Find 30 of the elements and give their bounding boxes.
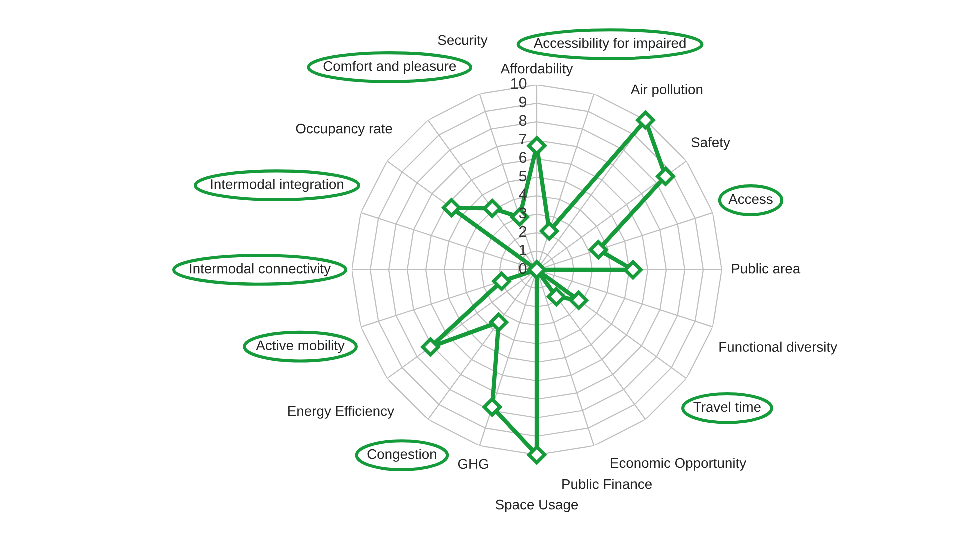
spoke-label: Air pollution (630, 84, 703, 98)
y-tick-label: 0 (519, 263, 527, 274)
spoke-label: Public Finance (562, 479, 652, 490)
y-tick-label: 7 (520, 134, 527, 144)
spoke-label: Safety (692, 137, 730, 150)
spoke-label: Congestion (368, 449, 436, 462)
spoke-label: Access (728, 194, 773, 204)
y-tick-label: 6 (520, 152, 527, 164)
y-tick-label: 10 (511, 78, 527, 90)
spoke-label: GHG (458, 459, 488, 470)
spoke-label: Energy Efficiency (288, 406, 394, 419)
spoke-label: Travel time (694, 402, 761, 412)
spoke-label: Security (438, 35, 488, 48)
y-tick-label: 4 (519, 189, 527, 200)
spoke-label: Public area (732, 264, 801, 274)
y-tick-label: 2 (520, 226, 527, 237)
y-tick-label: 9 (520, 96, 527, 108)
spoke-label: Occupancy rate (296, 124, 392, 136)
y-tick-label: 5 (519, 170, 527, 182)
spoke-label: Functional diversity (720, 342, 838, 355)
spoke-label: Active mobility (256, 340, 345, 354)
spoke-label: Economic Opportunity (611, 458, 747, 471)
spoke-label: Affordability (500, 64, 574, 76)
spoke-label: Space Usage (496, 500, 578, 512)
spoke-label: Intermodal integration (211, 179, 344, 192)
spoke-label: Comfort and pleasure (324, 61, 456, 74)
y-tick-label: 8 (519, 115, 527, 126)
y-tick-label: 1 (520, 244, 527, 256)
spoke-label: Accessibility for impaired (534, 38, 686, 51)
spoke-label: Intermodal connectivity (190, 264, 331, 276)
